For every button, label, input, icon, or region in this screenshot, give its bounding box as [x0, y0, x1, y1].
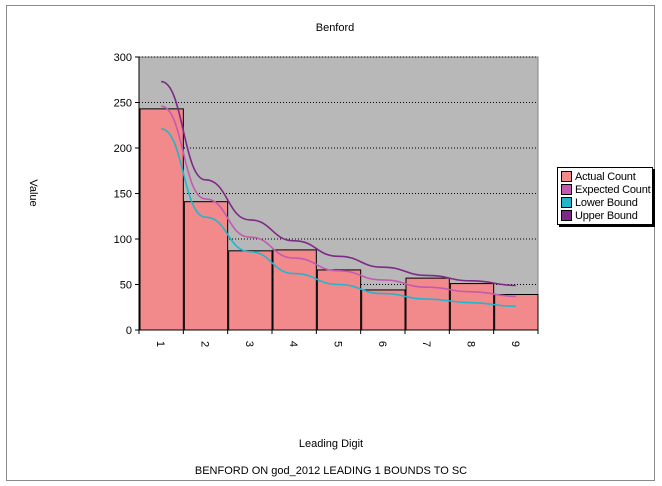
plot-area: 0 50 100 150 200 250 300 1 2 3 4 5 6 7 8 9	[114, 52, 539, 347]
legend-label: Expected Count	[575, 183, 651, 196]
legend-label: Upper Bound	[575, 209, 638, 222]
x-tick-label: 2	[199, 341, 211, 347]
x-tick-label: 9	[509, 341, 521, 347]
legend-label: Actual Count	[575, 170, 636, 183]
line-lower-bound	[160, 128, 516, 308]
x-tick-label: 3	[243, 341, 255, 347]
x-tick-label: 4	[287, 341, 299, 347]
bar-actual-count	[316, 269, 362, 331]
y-tick-label: 300	[114, 52, 132, 64]
x-tick-label: 8	[465, 341, 477, 347]
y-tick-label: 200	[114, 143, 132, 155]
y-tick-label: 150	[114, 189, 132, 201]
y-tick-label: 100	[114, 234, 132, 246]
x-tick-label: 6	[376, 341, 388, 347]
bar-actual-count	[494, 294, 539, 331]
legend-swatch	[561, 210, 572, 221]
legend-item: Actual Count	[561, 170, 649, 183]
legend-item: Lower Bound	[561, 196, 649, 209]
y-axis-label: Value	[27, 179, 39, 206]
line-expected-count	[160, 105, 516, 298]
bar-actual-count	[228, 250, 273, 331]
legend: Actual Count Expected Count Lower Bound Upp…	[557, 167, 653, 225]
legend-swatch	[561, 197, 572, 208]
line-upper-bound	[160, 80, 516, 287]
chart-title: Benford	[316, 22, 355, 34]
legend-swatch	[561, 184, 572, 195]
bar-actual-count	[361, 289, 406, 331]
bar-actual-count	[183, 201, 229, 331]
x-tick-label: 5	[332, 341, 344, 347]
y-tick-label: 50	[120, 280, 132, 292]
bar-actual-count	[272, 249, 317, 331]
legend-item: Expected Count	[561, 183, 651, 196]
legend-item: Upper Bound	[561, 209, 649, 222]
x-tick-label: 1	[154, 341, 166, 347]
y-tick-label: 0	[126, 325, 132, 337]
chart-footer: BENFORD ON god_2012 LEADING 1 BOUNDS TO …	[194, 465, 468, 477]
y-tick-label: 250	[114, 98, 132, 110]
legend-label: Lower Bound	[575, 196, 638, 209]
legend-swatch	[561, 171, 572, 182]
x-tick-label: 7	[420, 341, 432, 347]
x-axis-label: Leading Digit	[298, 438, 364, 450]
bar-actual-count	[139, 108, 184, 331]
